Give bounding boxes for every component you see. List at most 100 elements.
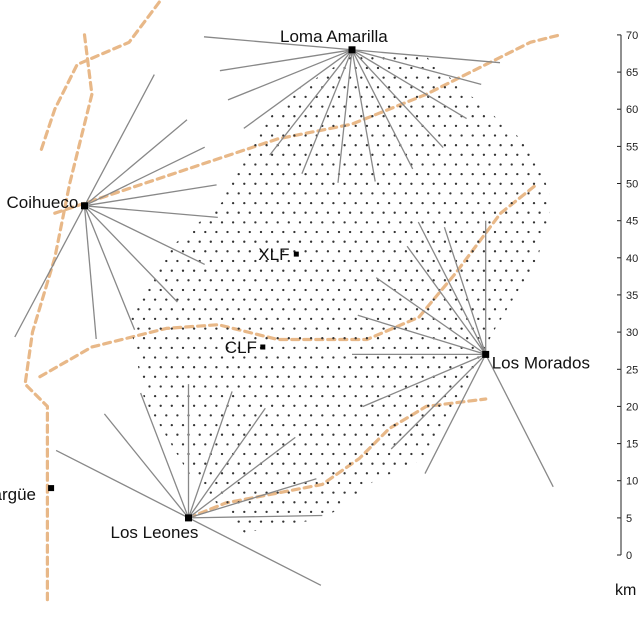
surface-detector-dot [270,250,274,253]
surface-detector-dot [215,462,218,465]
surface-detector-dot [482,134,486,137]
surface-detector-dot [226,288,229,292]
surface-detector-dot [589,530,591,532]
surface-detector-dot [153,66,157,70]
fluorescence-site-marker[interactable] [81,202,88,210]
surface-detector-dot [544,201,547,205]
fluorescence-site-marker[interactable] [482,350,490,358]
surface-detector-dot [555,260,557,262]
surface-detector-dot [421,394,424,398]
laser-facility-marker[interactable] [260,344,266,350]
surface-detector-dot [589,163,591,165]
surface-detector-dot [298,66,302,70]
surface-detector-dot [377,549,379,551]
surface-detector-dot [215,366,218,369]
surface-detector-dot [432,105,435,108]
surface-detector-dot [343,105,346,108]
surface-detector-dot [115,212,117,214]
surface-detector-dot [348,153,352,156]
surface-detector-dot [282,462,285,465]
surface-detector-dot [561,96,563,98]
surface-detector-dot [287,124,290,128]
surface-detector-dot [153,201,157,205]
surface-detector-dot [153,414,157,417]
surface-detector-dot [265,530,268,533]
surface-detector-dot [410,182,413,185]
surface-detector-dot [493,404,497,407]
scale-tick-label: 20 [626,401,638,413]
surface-detector-dot [148,327,151,330]
town-marker[interactable] [48,485,55,492]
surface-detector-dot [404,76,408,79]
surface-detector-dot [282,520,285,523]
surface-detector-dot [477,298,480,301]
surface-detector-dot [326,308,330,311]
surface-detector-dot [555,414,557,416]
surface-detector-dot [443,491,447,494]
surface-detector-dot [460,250,463,253]
surface-detector-dot [527,559,529,561]
surface-detector-dot [371,115,374,118]
surface-detector-dot [338,540,340,542]
surface-detector-dot [109,67,111,69]
surface-detector-dot [432,66,435,70]
surface-detector-dot [293,540,295,542]
surface-detector-dot [499,144,502,147]
surface-detector-dot [248,230,251,234]
surface-detector-dot [387,510,391,514]
surface-detector-dot [454,163,458,166]
surface-detector-dot [527,308,530,311]
surface-detector-dot [232,48,234,50]
surface-detector-dot [382,520,385,523]
surface-detector-dot [237,172,240,176]
surface-detector-dot [550,540,552,542]
surface-detector-dot [293,95,296,99]
laser-facility-label: CLF [225,338,257,357]
fluorescence-site-marker[interactable] [348,46,356,54]
surface-detector-dot [589,202,591,204]
surface-detector-dot [148,559,150,561]
fluorescence-site-marker[interactable] [185,514,192,522]
surface-detector-dot [482,76,486,79]
surface-detector-dot [577,105,579,107]
surface-detector-dot [387,259,391,263]
surface-detector-dot [443,375,447,378]
surface-detector-dot [432,86,435,89]
surface-detector-dot [115,154,117,156]
surface-detector-dot [360,366,363,369]
surface-detector-dot [243,530,246,533]
surface-detector-dot [332,549,334,551]
laser-facility-marker[interactable] [293,251,299,257]
surface-detector-dot [243,394,246,398]
surface-detector-dot [98,163,100,165]
surface-detector-dot [365,337,369,340]
surface-detector-dot [438,38,440,40]
surface-detector-dot [181,462,185,465]
surface-detector-dot [572,347,574,349]
surface-detector-dot [115,231,117,233]
surface-detector-dot [104,308,106,310]
surface-detector-dot [549,501,552,504]
surface-detector-dot [209,394,212,398]
surface-detector-dot [589,434,591,436]
surface-detector-dot [315,153,318,156]
surface-detector-dot [410,530,413,533]
surface-detector-dot [287,240,290,243]
surface-detector-dot [181,423,185,427]
scale-tick-label: 10 [626,476,638,488]
surface-detector-dot [572,154,574,156]
surface-detector-dot [209,163,212,166]
surface-detector-dot [209,317,212,321]
surface-detector-dot [204,172,207,176]
surface-detector-dot [327,540,329,542]
surface-detector-dot [399,163,402,166]
surface-detector-dot [460,134,463,137]
surface-detector-dot [265,356,268,359]
surface-detector-dot [583,96,585,98]
surface-detector-dot [405,540,407,542]
surface-detector-dot [231,279,235,282]
surface-detector-dot [304,366,307,369]
surface-detector-dot [254,28,256,30]
surface-detector-dot [248,520,251,523]
